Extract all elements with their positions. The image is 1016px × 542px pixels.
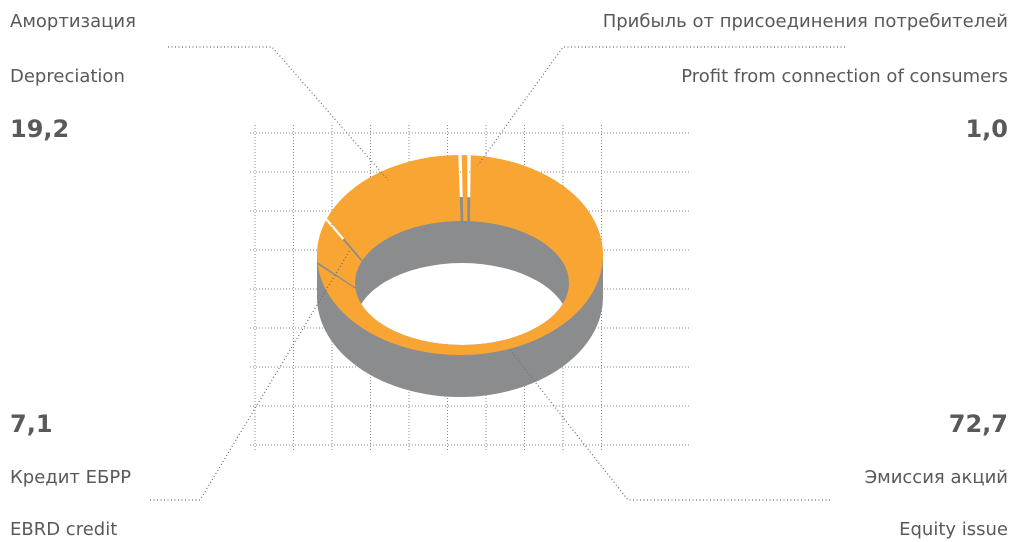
labels: Прибыль от присоединения потребителей Pro… xyxy=(10,11,1008,540)
slice xyxy=(317,220,362,288)
category-label: Эмиссия акций xyxy=(865,467,1008,488)
value-label: 1,0 xyxy=(965,115,1008,143)
category-label: Прибыль от присоединения потребителей xyxy=(603,11,1008,32)
donut xyxy=(317,155,603,397)
leader-lines xyxy=(150,46,845,501)
leader-line xyxy=(509,349,830,501)
category-label: Амортизация xyxy=(10,11,136,32)
slice xyxy=(317,155,603,356)
leader-line xyxy=(150,249,351,501)
value-label: 72,7 xyxy=(949,410,1008,438)
value-label: 19,2 xyxy=(10,115,69,143)
category-label-en: EBRD credit xyxy=(10,519,117,540)
value-label: 7,1 xyxy=(10,410,53,438)
leader-line xyxy=(168,46,389,181)
leader-line xyxy=(477,46,845,166)
category-label-en: Equity issue xyxy=(899,519,1008,540)
slice xyxy=(327,155,461,261)
category-label-en: Depreciation xyxy=(10,66,125,87)
category-label: Кредит ЕБРР xyxy=(10,467,131,488)
ring-hole xyxy=(355,263,569,345)
category-label-en: Profit from connection of consumers xyxy=(681,66,1008,87)
slice xyxy=(461,155,468,222)
